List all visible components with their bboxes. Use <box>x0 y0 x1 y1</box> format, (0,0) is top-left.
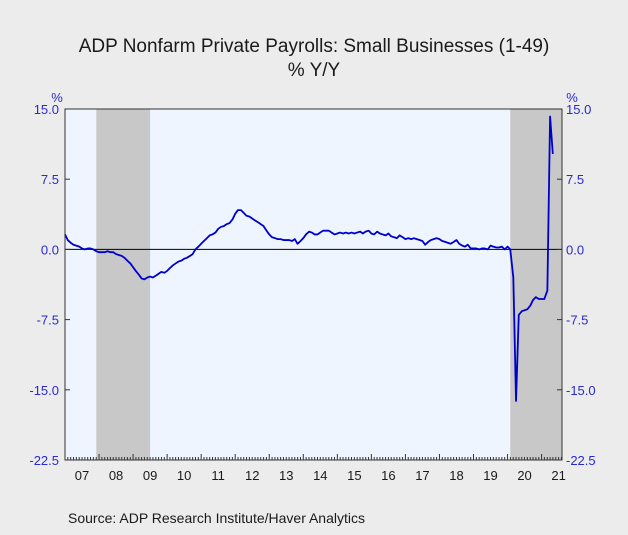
y-tick-label-left: -15.0 <box>29 383 59 398</box>
x-tick-label: 13 <box>279 468 293 483</box>
series-line-group <box>64 115 554 402</box>
x-tick-label: 14 <box>313 468 327 483</box>
x-tick-label: 08 <box>109 468 123 483</box>
y-tick-label-left: 0.0 <box>41 242 59 257</box>
chart-title: ADP Nonfarm Private Payrolls: Small Busi… <box>79 36 550 57</box>
left-axis-unit: % <box>51 90 63 105</box>
x-tick-label: 16 <box>381 468 395 483</box>
x-tick-label: 18 <box>449 468 463 483</box>
y-tick-label-right: 7.5 <box>566 172 584 187</box>
x-tick-label: 21 <box>551 468 565 483</box>
y-tick-label-left: -22.5 <box>29 453 59 468</box>
recession-band-2 <box>510 109 562 460</box>
y-tick-label-right: 0.0 <box>566 242 584 257</box>
x-tick-label: 20 <box>517 468 531 483</box>
recession-band-1 <box>96 109 151 460</box>
chart-subtitle: % Y/Y <box>288 60 341 81</box>
y-tick-label-right: 15.0 <box>566 102 591 117</box>
x-tick-label: 07 <box>75 468 89 483</box>
y-tick-label-right: -7.5 <box>566 313 588 328</box>
y-tick-label-right: -22.5 <box>566 453 596 468</box>
x-tick-label: 15 <box>347 468 361 483</box>
x-tick-label: 19 <box>483 468 497 483</box>
y-axis-ticks: 15.0 15.0 7.5 7.5 0.0 0.0 -7.5 -7.5 -15.0 -15.0 -2… <box>29 102 595 468</box>
source-note: Source: ADP Research Institute/Haver Ana… <box>68 510 365 526</box>
x-axis-ticks: 07 08 09 10 11 12 13 14 15 16 17 18 19 20 21 <box>67 454 566 483</box>
y-tick-label-left: -7.5 <box>37 313 59 328</box>
x-tick-label: 11 <box>211 468 225 483</box>
right-axis-unit: % <box>566 90 578 105</box>
y-tick-label-right: -15.0 <box>566 383 596 398</box>
series-line-1 <box>64 115 554 402</box>
x-tick-label: 17 <box>415 468 429 483</box>
x-tick-label: 12 <box>245 468 259 483</box>
recession-shading-group <box>96 109 562 460</box>
plot-border <box>64 108 563 461</box>
x-tick-label: 09 <box>143 468 157 483</box>
y-tick-label-left: 15.0 <box>34 102 59 117</box>
y-tick-label-left: 7.5 <box>41 172 59 187</box>
x-tick-label: 10 <box>177 468 191 483</box>
